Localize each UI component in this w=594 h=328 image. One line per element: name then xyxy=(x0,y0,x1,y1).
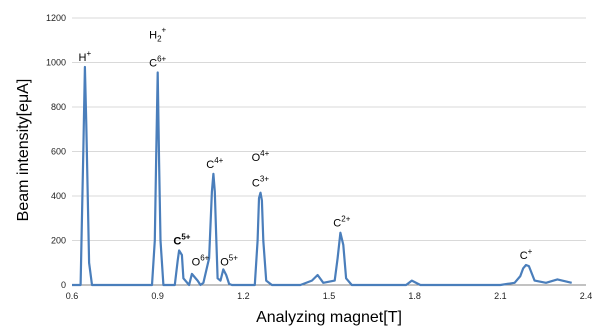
peak-label-sup: 4+ xyxy=(260,149,269,158)
y-tick-label: 800 xyxy=(51,102,66,112)
peak-label: C4+ xyxy=(206,156,223,171)
peak-label: C3+ xyxy=(252,175,269,190)
peak-label: O4+ xyxy=(252,149,270,164)
peak-label: C5+ xyxy=(173,233,190,248)
peak-label-base: C xyxy=(252,178,260,190)
peak-label-base: C xyxy=(333,218,341,230)
x-tick-label: 2.4 xyxy=(580,291,593,301)
series-group xyxy=(72,65,572,287)
peak-label: C6+ xyxy=(149,55,166,70)
peak-label-sup: 6+ xyxy=(200,254,209,263)
peak-label: H+ xyxy=(79,49,92,64)
peak-label-sup: 2+ xyxy=(341,215,350,224)
peak-label-sup: 5+ xyxy=(229,254,238,263)
peak-label-base: C xyxy=(173,236,181,248)
peak-label-sub: 2 xyxy=(157,35,162,44)
peak-label-base: C xyxy=(206,159,214,171)
peak-label: O6+ xyxy=(192,254,210,269)
peak-label: O5+ xyxy=(220,254,238,269)
y-tick-label: 0 xyxy=(61,280,66,290)
grid-lines xyxy=(72,17,586,241)
peak-label-base: O xyxy=(220,257,229,269)
peak-label-base: O xyxy=(192,257,201,269)
x-tick-label: 0.6 xyxy=(66,291,79,301)
x-tick-label: 2.1 xyxy=(494,291,507,301)
x-tick-label: 1.5 xyxy=(323,291,336,301)
peak-label-base: H xyxy=(79,52,87,64)
series-line xyxy=(72,65,572,287)
peak-label: C+ xyxy=(520,247,533,262)
x-tick-label: 1.8 xyxy=(408,291,421,301)
peak-label-sup: + xyxy=(528,247,533,256)
y-tick-label: 1000 xyxy=(46,58,66,68)
y-axis-title: Beam intensity[eμA] xyxy=(15,79,32,222)
peak-label-base: H xyxy=(149,30,157,42)
y-tick-label: 400 xyxy=(51,191,66,201)
x-axis-title: Analyzing magnet[T] xyxy=(256,309,402,326)
peak-annotations: H+H2+C6+C5+O6+C4+O5+O4+C3+C2+C+ xyxy=(79,26,533,269)
peak-label-sup: 5+ xyxy=(181,233,190,242)
peak-label-base: C xyxy=(520,250,528,262)
y-tick-label: 200 xyxy=(51,236,66,246)
y-tick-label: 600 xyxy=(51,147,66,157)
peak-label-base: O xyxy=(252,152,261,164)
peak-label: C2+ xyxy=(333,215,350,230)
y-tick-labels: 0 200 400 600 800 1000 1200 xyxy=(46,13,66,290)
x-tick-labels: 0.6 0.9 1.2 1.5 1.8 2.1 2.4 xyxy=(66,291,593,301)
peak-label-sup: + xyxy=(86,49,91,58)
y-tick-label: 1200 xyxy=(46,13,66,23)
peak-label-sup: 3+ xyxy=(260,175,269,184)
x-tick-label: 0.9 xyxy=(151,291,164,301)
peak-label-sup: 4+ xyxy=(214,156,223,165)
peak-label-base: C xyxy=(149,58,157,70)
x-tick-label: 1.2 xyxy=(237,291,250,301)
peak-label: H2+ xyxy=(149,26,166,44)
peak-label-sup: + xyxy=(162,26,167,35)
peak-label-sup: 6+ xyxy=(157,55,166,64)
